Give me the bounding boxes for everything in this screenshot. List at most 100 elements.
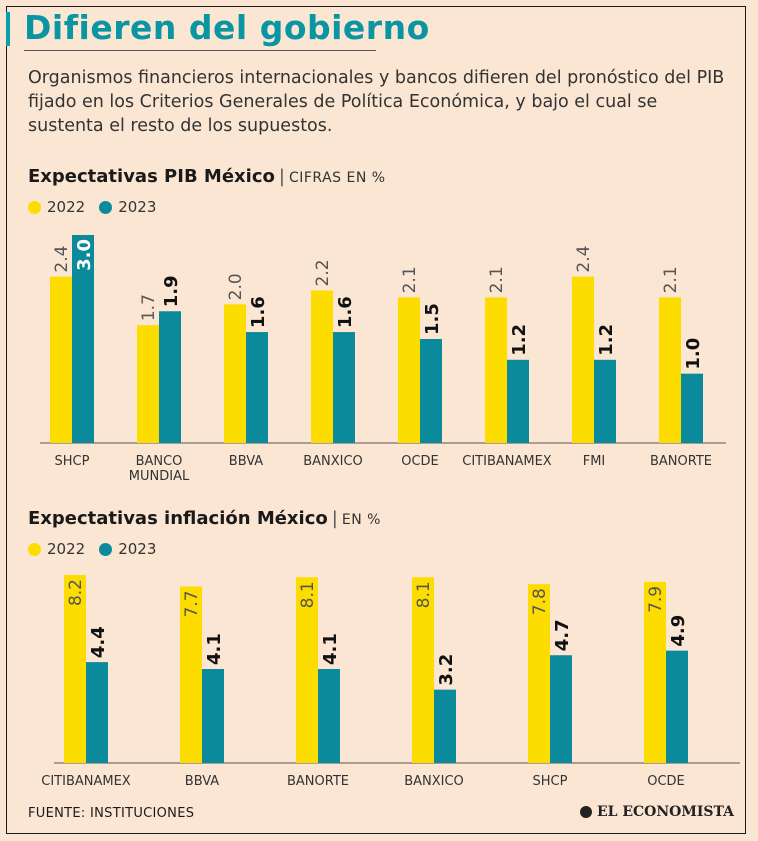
data-label-2023: 1.6 [248, 296, 269, 328]
bar-2022 [64, 575, 86, 763]
chart2-separator: | [331, 508, 338, 529]
legend2-item-2023: 2023 [99, 540, 156, 558]
legend-dot-2022 [28, 200, 41, 214]
bar-2022 [137, 325, 159, 443]
data-label-2022: 2.1 [487, 266, 507, 293]
legend-label-2023: 2023 [118, 198, 157, 216]
source-note: FUENTE: INSTITUCIONES [28, 806, 195, 821]
category-label: BBVA [185, 774, 219, 789]
data-label-2023: 4.1 [204, 633, 225, 665]
bar-2023 [72, 235, 94, 443]
data-label-2022: 7.8 [530, 588, 550, 615]
data-label-2023: 1.2 [509, 324, 530, 356]
brand-name: EL ECONOMISTA [596, 804, 734, 820]
data-label-2022: 2.1 [400, 266, 420, 293]
inflation-chart: 8.24.4CITIBANAMEX7.74.1BBVA8.14.1BANORTE… [41, 575, 740, 789]
brand-mark-icon [579, 806, 592, 818]
page-title: Difieren del gobierno [24, 8, 430, 47]
bar-2023 [434, 689, 456, 763]
data-label-2022: 2.0 [226, 273, 246, 300]
chart1-header: Expectativas PIB México | CIFRAS EN % [28, 166, 386, 187]
legend-item-2022: 2022 [28, 198, 85, 216]
bar-2023 [86, 662, 108, 763]
bar-2022 [50, 276, 72, 443]
category-label: OCDE [647, 774, 685, 789]
bar-2022 [412, 577, 434, 763]
bar-2022 [180, 586, 202, 763]
data-label-2022: 2.4 [574, 246, 594, 273]
data-label-2023: 4.1 [320, 633, 341, 665]
bar-2023 [681, 373, 703, 443]
category-label: BANXICO [404, 774, 464, 789]
bar-2023 [159, 311, 181, 443]
bar-2023 [202, 669, 224, 763]
legend-dot-2023 [99, 200, 113, 214]
data-label-2023: 1.0 [683, 338, 704, 370]
legend-item-2023: 2023 [99, 198, 156, 216]
data-label-2022: 8.1 [298, 581, 318, 608]
bar-2022 [398, 297, 420, 443]
bar-2022 [296, 577, 318, 763]
category-label: SHCP [55, 454, 90, 469]
bar-2022 [659, 297, 681, 443]
page-subtitle: Organismos financieros internacionales y… [28, 68, 725, 136]
bar-2023 [594, 359, 616, 443]
category-label: BBVA [229, 454, 263, 469]
data-label-2023: 3.0 [74, 239, 95, 271]
category-label: OCDE [401, 454, 439, 469]
data-label-2022: 2.2 [313, 259, 333, 286]
data-label-2022: 8.2 [66, 579, 86, 606]
data-label-2023: 1.5 [422, 303, 443, 335]
bar-2022 [572, 276, 594, 443]
legend2-label-2022: 2022 [47, 540, 86, 558]
chart1-separator: | [278, 166, 285, 187]
data-label-2023: 4.4 [88, 626, 109, 658]
chart2-title: Expectativas inflación México [28, 508, 328, 529]
bar-2023 [507, 359, 529, 443]
chart1-unit: CIFRAS EN % [288, 170, 386, 186]
category-label: BANXICO [303, 454, 363, 469]
chart2-legend: 2022 2023 [28, 540, 156, 558]
category-label: FMI [583, 454, 606, 469]
frame [6, 6, 746, 834]
data-label-2022: 1.7 [139, 294, 159, 321]
bar-2022 [485, 297, 507, 443]
bar-2022 [311, 290, 333, 443]
bar-2023 [666, 650, 688, 763]
legend2-dot-2023 [99, 542, 113, 556]
category-label: CITIBANAMEX [41, 774, 131, 789]
category-label: BANORTE [650, 454, 712, 469]
data-label-2023: 1.9 [161, 275, 182, 307]
data-label-2022: 8.1 [414, 581, 434, 608]
bar-2023 [550, 655, 572, 763]
category-label: BANCO MUNDIAL [129, 454, 190, 484]
legend2-label-2023: 2023 [118, 540, 157, 558]
category-label: BANORTE [287, 774, 349, 789]
chart2-unit: EN % [341, 512, 381, 528]
data-label-2023: 4.7 [552, 619, 573, 651]
legend2-item-2022: 2022 [28, 540, 85, 558]
chart1-legend: 2022 2023 [28, 198, 156, 216]
data-label-2022: 2.1 [661, 266, 681, 293]
data-label-2022: 2.4 [52, 246, 72, 273]
bar-2023 [420, 339, 442, 443]
category-label: SHCP [533, 774, 568, 789]
data-label-2023: 4.9 [668, 615, 689, 647]
title-accent-bar [6, 12, 10, 46]
data-label-2023: 1.6 [335, 296, 356, 328]
chart2-header: Expectativas inflación México | EN % [28, 508, 381, 529]
bar-2023 [246, 332, 268, 443]
data-label-2023: 1.2 [596, 324, 617, 356]
bar-2023 [318, 669, 340, 763]
title-underline [24, 50, 376, 51]
data-label-2023: 3.2 [436, 654, 457, 686]
legend2-dot-2022 [28, 542, 41, 556]
bar-2022 [644, 581, 666, 763]
bar-2023 [333, 332, 355, 443]
data-label-2022: 7.9 [646, 586, 666, 613]
bar-2022 [528, 584, 550, 763]
category-label: CITIBANAMEX [462, 454, 552, 469]
legend-label-2022: 2022 [47, 198, 86, 216]
chart1-title: Expectativas PIB México [28, 166, 275, 187]
